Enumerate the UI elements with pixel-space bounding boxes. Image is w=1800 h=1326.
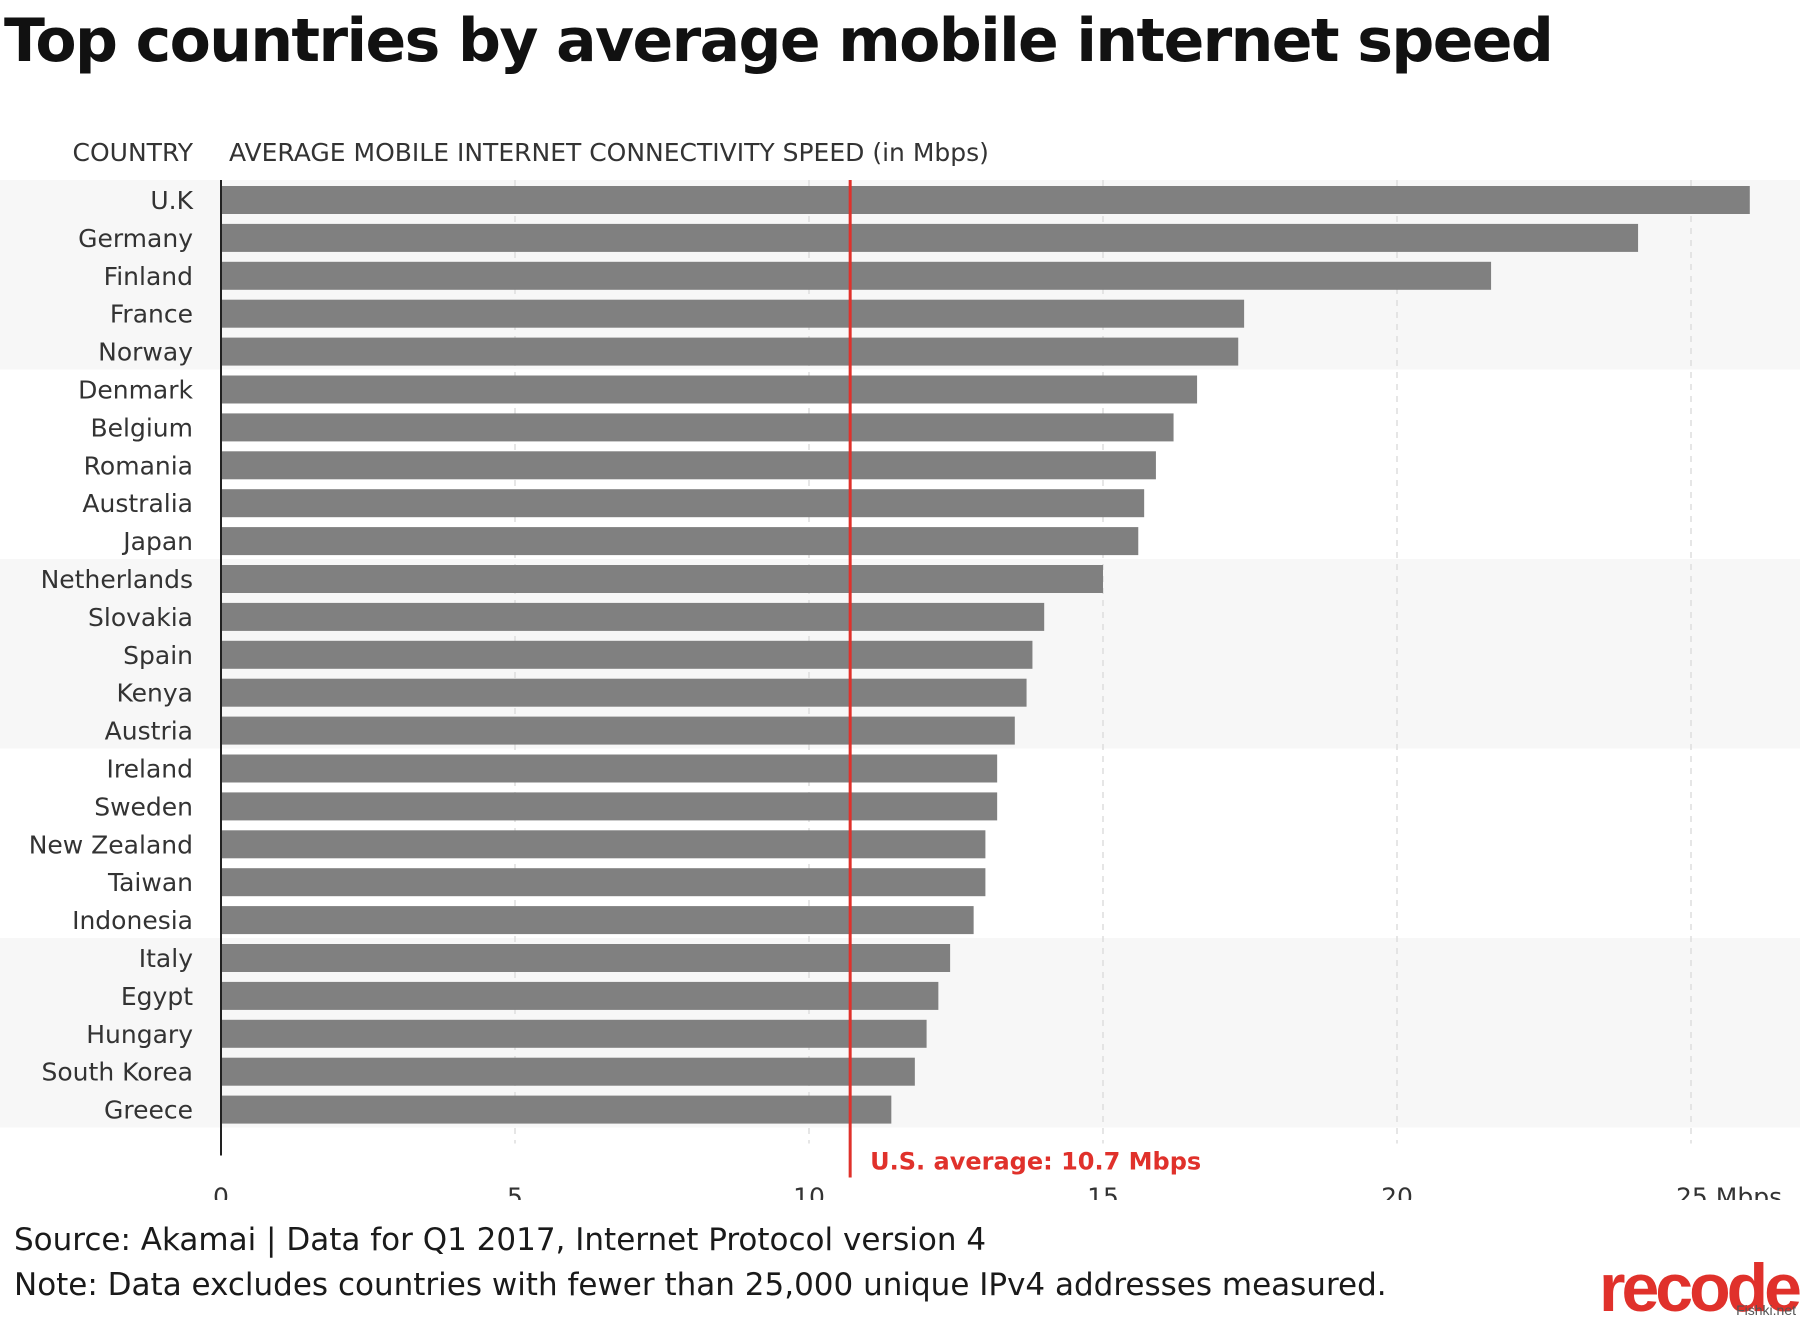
page-title: Top countries by average mobile internet… bbox=[4, 6, 1554, 76]
country-label: Taiwan bbox=[107, 868, 193, 897]
speed-column-header: AVERAGE MOBILE INTERNET CONNECTIVITY SPE… bbox=[229, 138, 989, 167]
x-tick-label: 20 bbox=[1381, 1183, 1413, 1201]
x-tick-label: 5 bbox=[507, 1183, 523, 1201]
country-label: Sweden bbox=[94, 792, 193, 821]
country-label: Norway bbox=[98, 338, 193, 367]
country-label: Germany bbox=[78, 224, 193, 253]
bar-new-zealand bbox=[221, 830, 986, 859]
country-label: Egypt bbox=[121, 982, 193, 1011]
bar-ireland bbox=[221, 754, 998, 783]
country-label: France bbox=[110, 300, 193, 329]
bar-finland bbox=[221, 261, 1492, 290]
source-note: Source: Akamai | Data for Q1 2017, Inter… bbox=[14, 1222, 987, 1258]
x-tick-label: 15 bbox=[1087, 1183, 1119, 1201]
watermark: Fishki.net bbox=[1736, 1302, 1796, 1318]
us-average-label: U.S. average: 10.7 Mbps bbox=[870, 1148, 1201, 1176]
data-note: Note: Data excludes countries with fewer… bbox=[14, 1267, 1387, 1303]
country-label: New Zealand bbox=[29, 830, 193, 859]
bar-denmark bbox=[221, 375, 1198, 404]
country-label: Romania bbox=[84, 451, 193, 480]
bar-spain bbox=[221, 640, 1033, 669]
bar-netherlands bbox=[221, 565, 1103, 593]
recode-logo: recode bbox=[1599, 1250, 1800, 1326]
x-tick-label: 25 Mbps bbox=[1676, 1183, 1782, 1201]
x-tick-label: 10 bbox=[793, 1183, 825, 1201]
bar-egypt bbox=[221, 981, 939, 1010]
bar-romania bbox=[221, 451, 1156, 480]
bar-chart: COUNTRY AVERAGE MOBILE INTERNET CONNECTIV… bbox=[0, 138, 1800, 1201]
country-label: U.K bbox=[150, 186, 193, 215]
bar-norway bbox=[221, 337, 1239, 366]
country-label: Belgium bbox=[91, 413, 194, 442]
country-label: Greece bbox=[104, 1096, 193, 1125]
country-label: Austria bbox=[105, 717, 193, 746]
bar-greece bbox=[221, 1095, 892, 1124]
country-label: Kenya bbox=[117, 679, 194, 708]
country-label: Finland bbox=[104, 262, 193, 291]
country-column-header: COUNTRY bbox=[73, 138, 194, 167]
bar-italy bbox=[221, 944, 951, 972]
bar-austria bbox=[221, 716, 1015, 745]
bar-japan bbox=[221, 527, 1139, 556]
bar-indonesia bbox=[221, 906, 974, 935]
bar-sweden bbox=[221, 792, 998, 821]
bar-france bbox=[221, 299, 1245, 328]
bar-u-k bbox=[221, 186, 1750, 214]
bar-taiwan bbox=[221, 868, 986, 897]
footer: Source: Akamai | Data for Q1 2017, Inter… bbox=[14, 1218, 1387, 1308]
bar-australia bbox=[221, 489, 1145, 518]
country-label: Italy bbox=[139, 944, 193, 973]
country-label: Slovakia bbox=[88, 603, 193, 632]
bar-germany bbox=[221, 223, 1639, 252]
bar-hungary bbox=[221, 1019, 927, 1048]
country-label: Spain bbox=[123, 641, 193, 670]
country-label: Denmark bbox=[78, 376, 193, 405]
bar-kenya bbox=[221, 678, 1027, 707]
bar-slovakia bbox=[221, 602, 1045, 631]
country-label: Australia bbox=[82, 489, 193, 518]
country-label: South Korea bbox=[42, 1058, 193, 1087]
bar-south-korea bbox=[221, 1057, 915, 1086]
country-label: Netherlands bbox=[41, 565, 193, 594]
country-label: Hungary bbox=[86, 1020, 193, 1049]
country-label: Indonesia bbox=[72, 906, 193, 935]
country-label: Japan bbox=[121, 527, 193, 556]
x-tick-label: 0 bbox=[213, 1183, 229, 1201]
country-label: Ireland bbox=[107, 755, 193, 784]
bar-belgium bbox=[221, 413, 1174, 442]
